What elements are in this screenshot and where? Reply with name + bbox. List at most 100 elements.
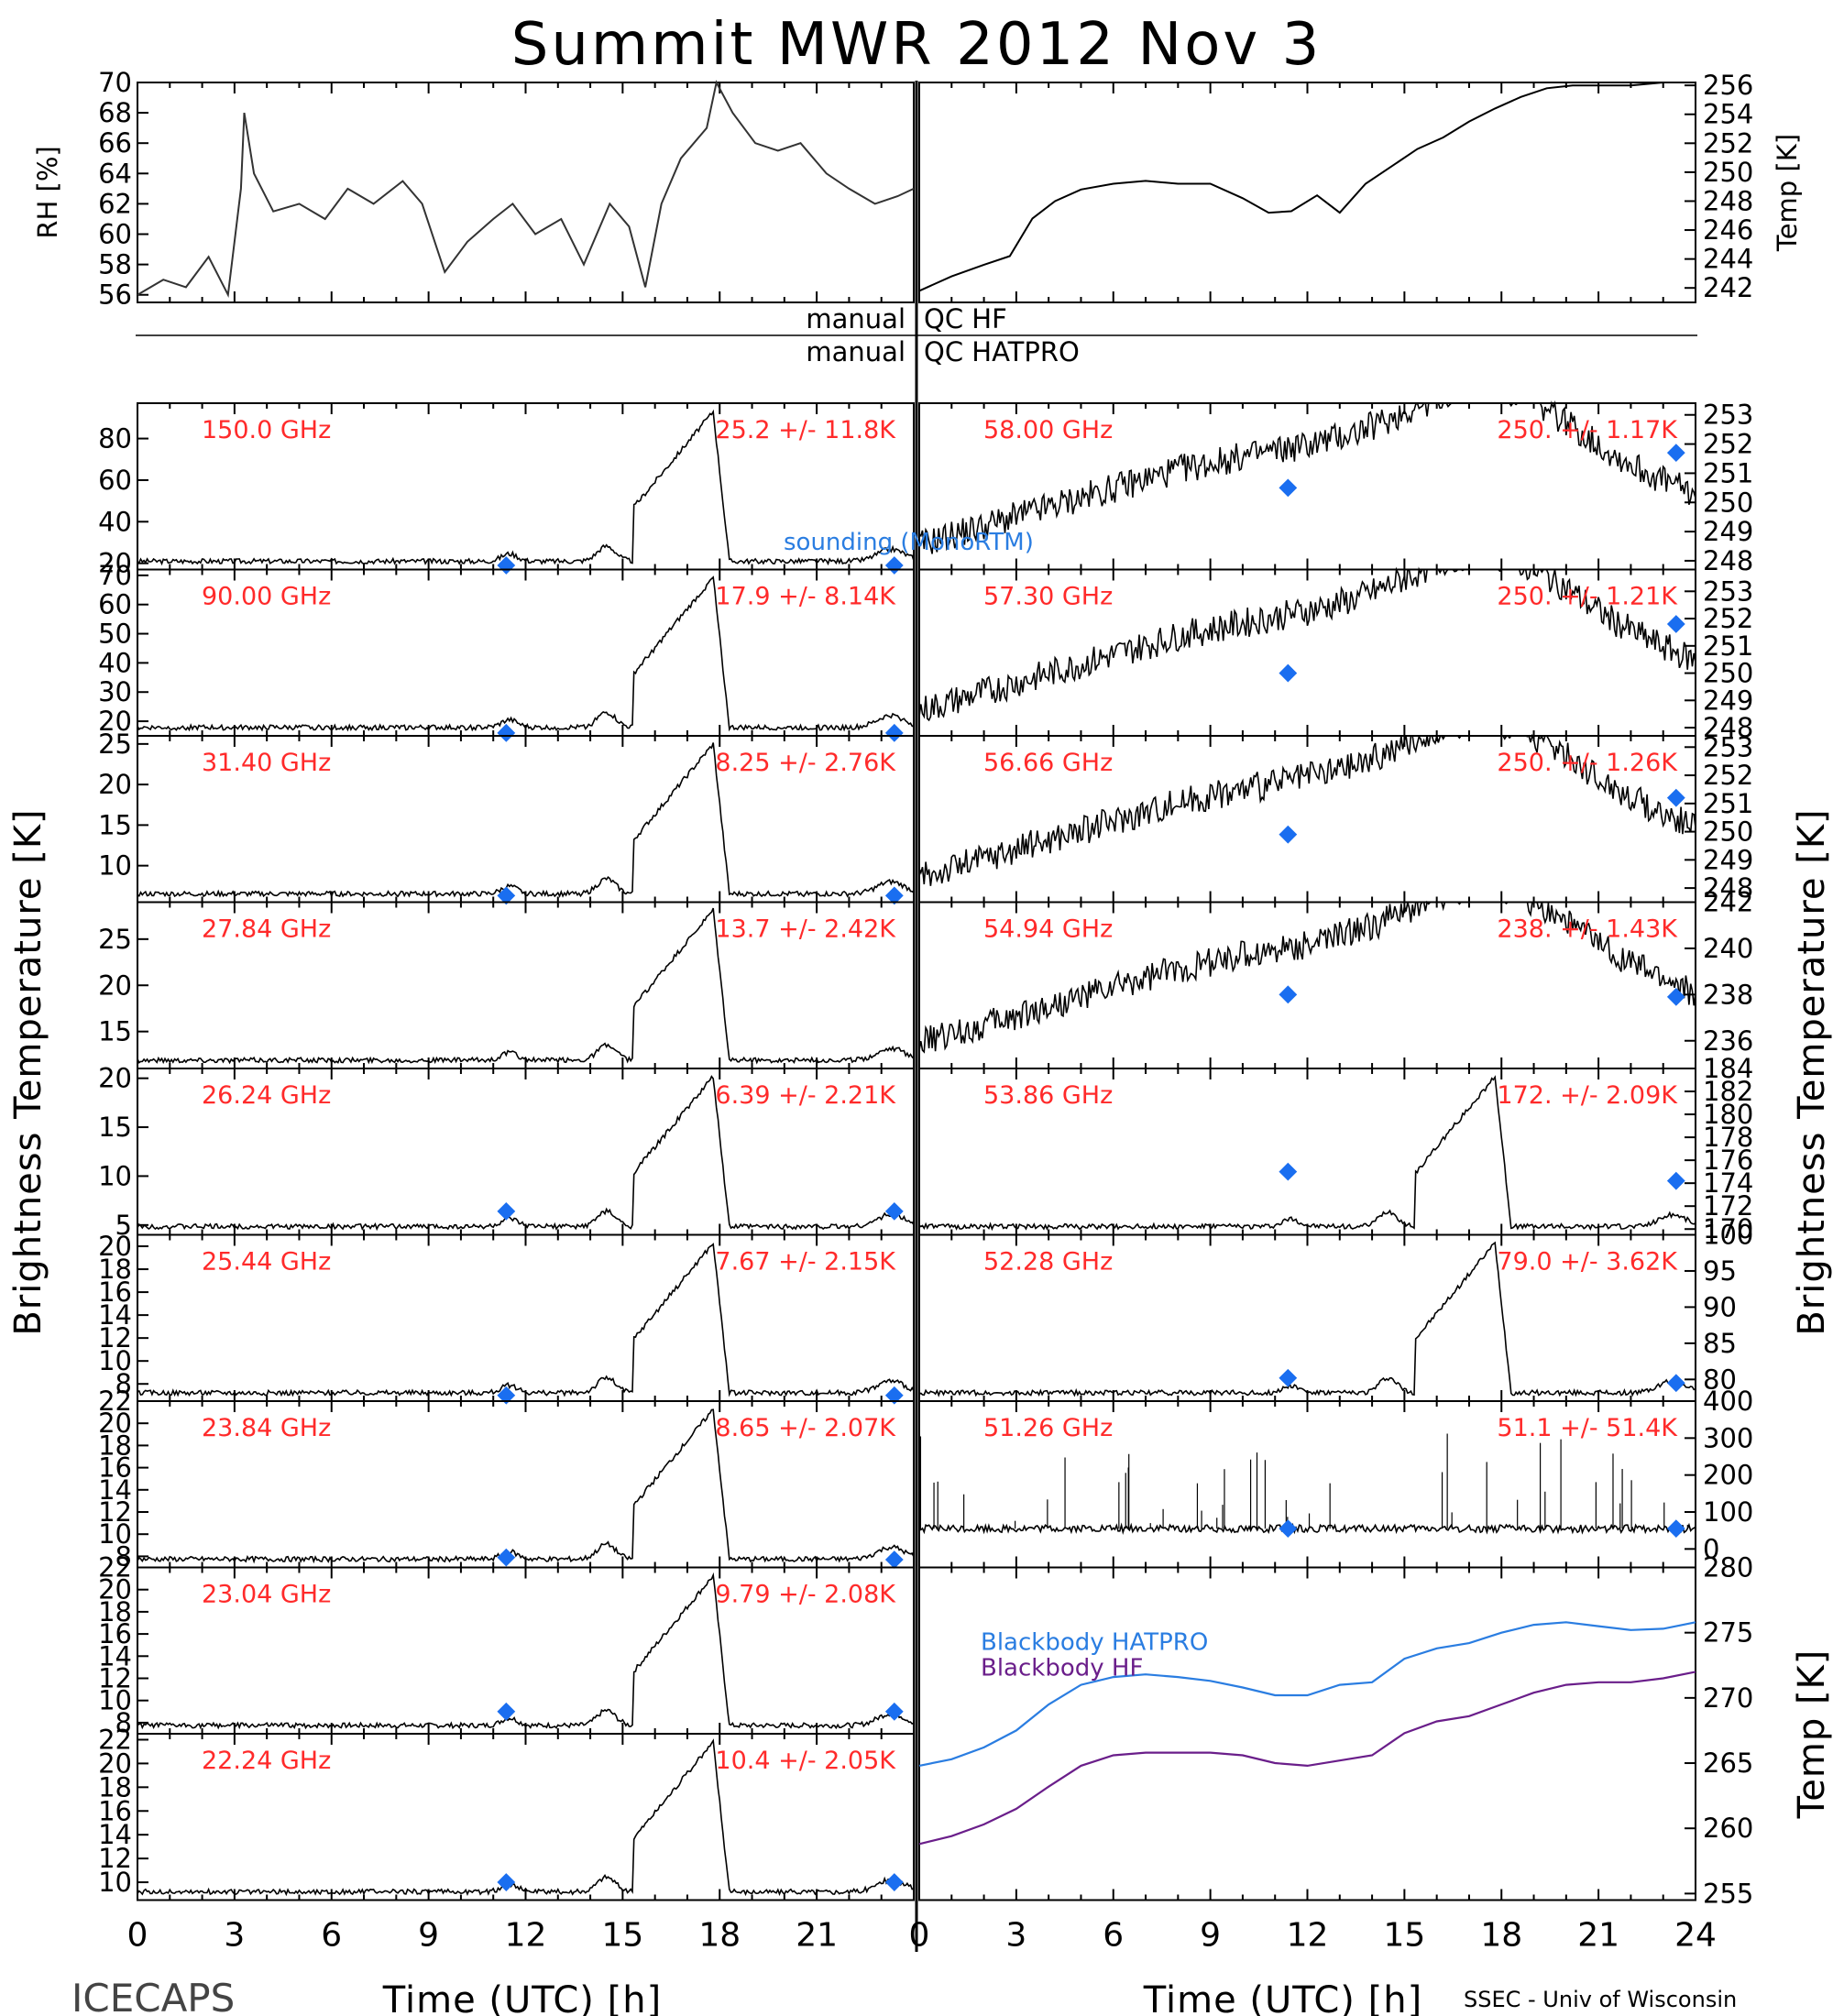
bt-right-6-trace: [918, 1522, 1696, 1536]
bt-left-2-ytick-label-3: 25: [98, 729, 132, 760]
bt-left-7-ytick-label-4: 16: [98, 1618, 132, 1649]
blackbody-legend-0: Blackbody HATPRO: [981, 1629, 1208, 1657]
bt-left-2-ytick-label-2: 20: [98, 769, 132, 800]
bt-left-5-ytick-label-6: 20: [98, 1231, 132, 1262]
blackbody-ytick-label-4: 275: [1703, 1617, 1753, 1649]
bt-right-0-ytick-label-1: 249: [1703, 516, 1753, 547]
bt-right-5-trace: [918, 1241, 1696, 1397]
bt-right-0-freq-label: 58.00 GHz: [983, 416, 1113, 444]
qc-manual-1: manual: [806, 303, 906, 334]
temp-ytick-label-1: 244: [1703, 244, 1753, 275]
blackbody-axis-label: Temp [K]: [1791, 1649, 1833, 1820]
bt-left-6-ytick-label-5: 18: [98, 1430, 132, 1461]
bt-left-7-ytick-label-5: 18: [98, 1596, 132, 1627]
bt-left-7-freq-label: 23.04 GHz: [202, 1581, 331, 1609]
bt-left-3-ytick-label-0: 15: [98, 1016, 132, 1047]
bt-left-7-ytick-label-7: 22: [98, 1552, 132, 1583]
bt-left-8-ytick-label-0: 10: [98, 1867, 132, 1898]
bt-left-5-ytick-label-3: 14: [98, 1299, 132, 1331]
bt-left-1-sounding-marker-0: [497, 723, 516, 742]
bt-left-2-sounding-marker-0: [497, 886, 516, 905]
xtick-label-left-6: 18: [698, 1917, 741, 1955]
bt-left-7-sounding-marker-1: [884, 1702, 904, 1721]
bt-right-6-ytick-label-4: 400: [1703, 1386, 1753, 1417]
bt-right-0-ytick-label-5: 253: [1703, 400, 1753, 431]
bt-right-4-ytick-label-0: 170: [1703, 1213, 1753, 1244]
bt-right-1-ytick-label-4: 252: [1703, 603, 1753, 634]
bt-left-8-stat-label: 10.4 +/- 2.05K: [715, 1747, 896, 1775]
bt-right-3-freq-label: 54.94 GHz: [983, 915, 1113, 944]
bt-left-1-ytick-label-5: 70: [98, 560, 132, 591]
bt-left-7-trace: [137, 1572, 915, 1730]
bt-right-2-freq-label: 56.66 GHz: [983, 749, 1113, 777]
rh-ytick-label-6: 68: [98, 97, 132, 128]
bt-left-1-ytick-label-3: 50: [98, 619, 132, 650]
bt-left-6-freq-label: 23.84 GHz: [202, 1414, 331, 1442]
bt-left-8-ytick-label-1: 12: [98, 1843, 132, 1874]
bt-left-6-ytick-label-0: 8: [115, 1540, 132, 1572]
bt-left-7-ytick-label-3: 14: [98, 1640, 132, 1671]
bt-right-6-ytick-label-1: 100: [1703, 1496, 1753, 1528]
rh-ytick-label-2: 60: [98, 219, 132, 250]
bt-left-4-freq-label: 26.24 GHz: [202, 1081, 331, 1110]
footer-ssec: SSEC - Univ of Wisconsin: [1464, 1987, 1737, 2012]
bt-left-5-trace: [137, 1243, 915, 1397]
bt-right-0-sounding-marker-0: [1279, 478, 1298, 498]
xlabel-left: Time (UTC) [h]: [382, 1979, 662, 2016]
blackbody-ytick-label-5: 280: [1703, 1552, 1753, 1583]
bt-right-2-ytick-label-2: 250: [1703, 816, 1753, 848]
bt-left-8-ytick-label-5: 20: [98, 1748, 132, 1779]
bt-left-0-sounding-marker-1: [884, 556, 904, 575]
bt-right-5-ytick-label-4: 100: [1703, 1220, 1753, 1251]
blackbody-series-0: [918, 1621, 1696, 1767]
bt-right-0-stat-label: 250. +/- 1.17K: [1497, 416, 1678, 444]
bt-right-2-ytick-label-0: 248: [1703, 872, 1753, 904]
bt-right-4-ytick-label-2: 174: [1703, 1167, 1753, 1199]
bt-left-2-ytick-label-1: 15: [98, 809, 132, 840]
bt-right-3-ytick-label-0: 236: [1703, 1025, 1753, 1057]
bt-left-6-ytick-label-6: 20: [98, 1408, 132, 1439]
bt-left-1-sounding-marker-1: [884, 723, 904, 742]
bt-left-1-ytick-label-1: 30: [98, 676, 132, 707]
bt-right-3-ytick-label-3: 242: [1703, 887, 1753, 918]
bt-left-6-ytick-label-4: 16: [98, 1452, 132, 1484]
xtick-label-left-4: 12: [505, 1917, 547, 1955]
bt-left-6-stat-label: 8.65 +/- 2.07K: [715, 1414, 896, 1442]
blackbody-panel: 255 260 265 270 275 280 Blackbody HATPROBlackb…: [918, 1552, 1833, 1909]
bt-left-3-freq-label: 27.84 GHz: [202, 915, 331, 944]
bt-left-4-ytick-label-0: 5: [115, 1210, 132, 1241]
bt-left-6-ytick-label-2: 12: [98, 1496, 132, 1528]
bt-left-0-ytick-label-1: 40: [98, 506, 132, 537]
bt-right-0-ytick-label-4: 252: [1703, 429, 1753, 460]
bt-right-2-ytick-label-5: 253: [1703, 731, 1753, 762]
xtick-label-right-5: 15: [1383, 1917, 1425, 1955]
bt-left-2-freq-label: 31.40 GHz: [202, 749, 331, 777]
blackbody-ytick-label-1: 260: [1703, 1813, 1753, 1844]
bt-right-2-sounding-marker-1: [1666, 788, 1685, 807]
bt-right-4-ytick-label-4: 178: [1703, 1122, 1753, 1153]
bt-left-8-ytick-label-4: 18: [98, 1771, 132, 1802]
bt-right-5-ytick-label-0: 80: [1703, 1364, 1737, 1395]
bt-left-6-trace: [137, 1408, 915, 1564]
temp-ytick-label-6: 254: [1703, 99, 1753, 130]
bt-right-3-panel: 236 238 240 242 54.94 GHz 238. +/- 1.43K: [918, 887, 1753, 1069]
bt-right-5-sounding-marker-1: [1666, 1374, 1685, 1393]
qc-manual-2: manual: [806, 336, 906, 367]
sounding-label: sounding (MonoRTM): [784, 529, 1034, 556]
bt-left-5-ytick-label-1: 10: [98, 1345, 132, 1376]
xtick-label-left-7: 21: [796, 1917, 838, 1955]
bt-left-4-ytick-label-3: 20: [98, 1063, 132, 1094]
bt-left-8-ytick-label-3: 16: [98, 1795, 132, 1826]
bt-right-3-sounding-marker-1: [1666, 987, 1685, 1006]
xtick-label-right-1: 3: [1005, 1917, 1026, 1955]
bt-right-5-panel: 80 85 90 95 100 52.28 GHz 79.0 +/- 3.62K: [918, 1220, 1753, 1402]
bt-left-4-sounding-marker-1: [884, 1201, 904, 1221]
xtick-label-right-4: 12: [1287, 1917, 1329, 1955]
bt-left-6-ytick-label-1: 10: [98, 1518, 132, 1550]
bt-right-4-ytick-label-7: 184: [1703, 1053, 1753, 1084]
bt-right-4-sounding-marker-1: [1666, 1171, 1685, 1190]
